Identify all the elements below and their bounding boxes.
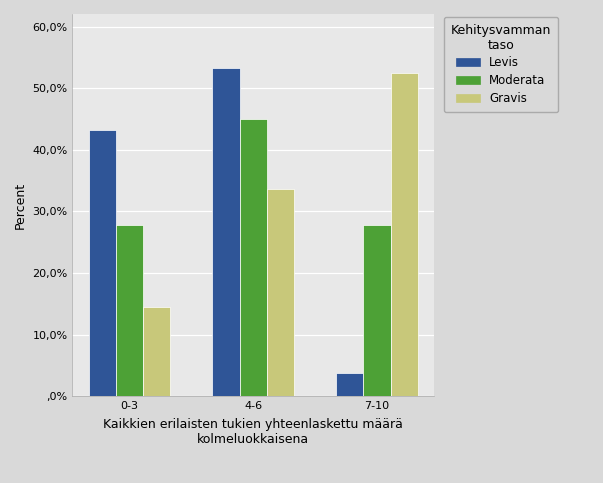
Bar <box>391 73 418 396</box>
Y-axis label: Percent: Percent <box>14 182 27 229</box>
Bar <box>364 225 391 396</box>
Bar <box>239 119 267 396</box>
Bar <box>336 373 364 396</box>
X-axis label: Kaikkien erilaisten tukien yhteenlaskettu määrä
kolmeluokkaisena: Kaikkien erilaisten tukien yhteenlaskett… <box>103 418 403 446</box>
Bar <box>116 225 143 396</box>
Bar <box>143 307 171 396</box>
Bar <box>212 68 239 396</box>
Bar <box>89 129 116 396</box>
Bar <box>267 189 294 396</box>
Legend: Levis, Moderata, Gravis: Levis, Moderata, Gravis <box>444 16 558 112</box>
